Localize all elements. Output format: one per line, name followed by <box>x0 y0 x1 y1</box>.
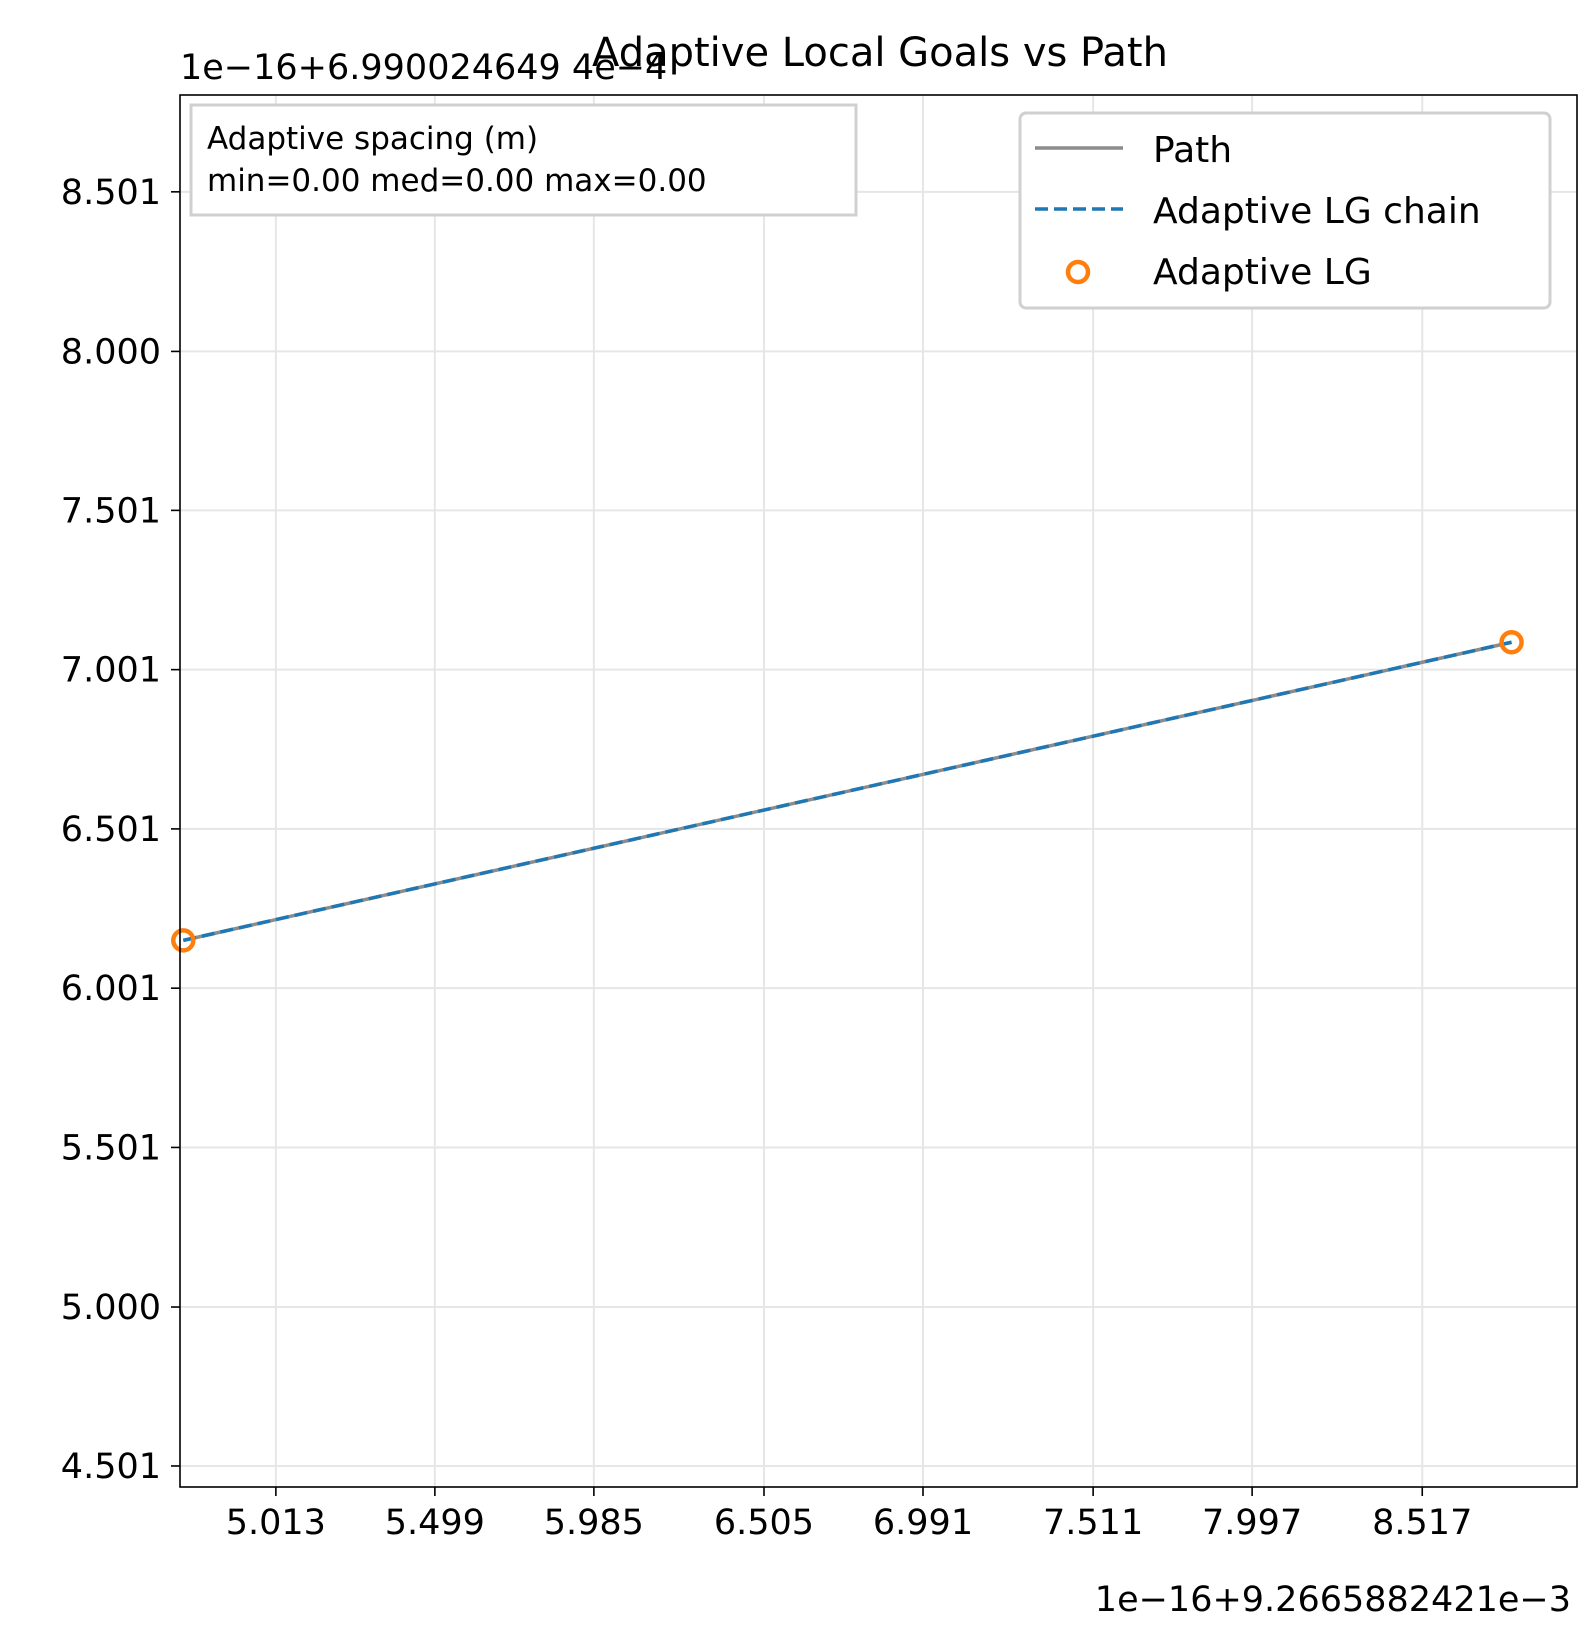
y-tick-label: 5.501 <box>61 1128 161 1168</box>
path-line <box>182 640 1512 943</box>
spacing-annotation: Adaptive spacing (m) min=0.00 med=0.00 m… <box>189 103 858 217</box>
axis-ticks: 5.013 5.499 5.985 6.505 6.991 7.511 7.997 8.517… <box>61 173 1473 1543</box>
y-offset-label: 1e−16+6.990024649 4e−4 <box>180 48 667 88</box>
y-tick-label: 8.501 <box>61 173 161 213</box>
x-offset-label: 1e−16+9.2665882421e−3 <box>1095 1580 1571 1620</box>
y-tick-label: 6.001 <box>61 969 161 1009</box>
legend-box <box>1018 111 1552 310</box>
x-tick-label: 5.013 <box>226 1503 326 1543</box>
y-tick-label: 6.501 <box>61 810 161 850</box>
x-tick-label: 7.997 <box>1202 1503 1302 1543</box>
y-tick-label: 7.501 <box>61 491 161 531</box>
x-tick-label: 6.505 <box>714 1503 814 1543</box>
legend-lg-label: Adaptive LG <box>1153 252 1372 293</box>
annotation-box <box>189 103 858 217</box>
x-tick-label: 5.499 <box>385 1503 485 1543</box>
legend-chain-label: Adaptive LG chain <box>1153 191 1481 232</box>
chart-title: Adaptive Local Goals vs Path <box>592 30 1168 76</box>
grid <box>180 95 1577 1487</box>
y-tick-label: 4.501 <box>61 1447 161 1487</box>
legend-lg-swatch <box>1065 259 1091 285</box>
x-tick-label: 5.985 <box>544 1503 644 1543</box>
plot-frame <box>179 94 1578 1488</box>
plot-data <box>171 629 1524 953</box>
adaptive-lg-marker <box>171 928 196 953</box>
adaptive-lg-marker <box>1499 629 1524 655</box>
y-tick-label: 7.001 <box>61 651 161 691</box>
y-tick-label: 5.000 <box>61 1288 161 1328</box>
annotation-line-2: min=0.00 med=0.00 max=0.00 <box>207 163 707 199</box>
x-tick-label: 8.517 <box>1372 1503 1472 1543</box>
x-tick-label: 6.991 <box>873 1503 973 1543</box>
y-tick-label: 8.000 <box>61 332 161 372</box>
x-tick-label: 7.511 <box>1043 1503 1143 1543</box>
legend-path-label: Path <box>1153 130 1232 171</box>
annotation-line-1: Adaptive spacing (m) <box>207 121 538 157</box>
legend: Path Adaptive LG chain Adaptive LG <box>1018 111 1552 310</box>
